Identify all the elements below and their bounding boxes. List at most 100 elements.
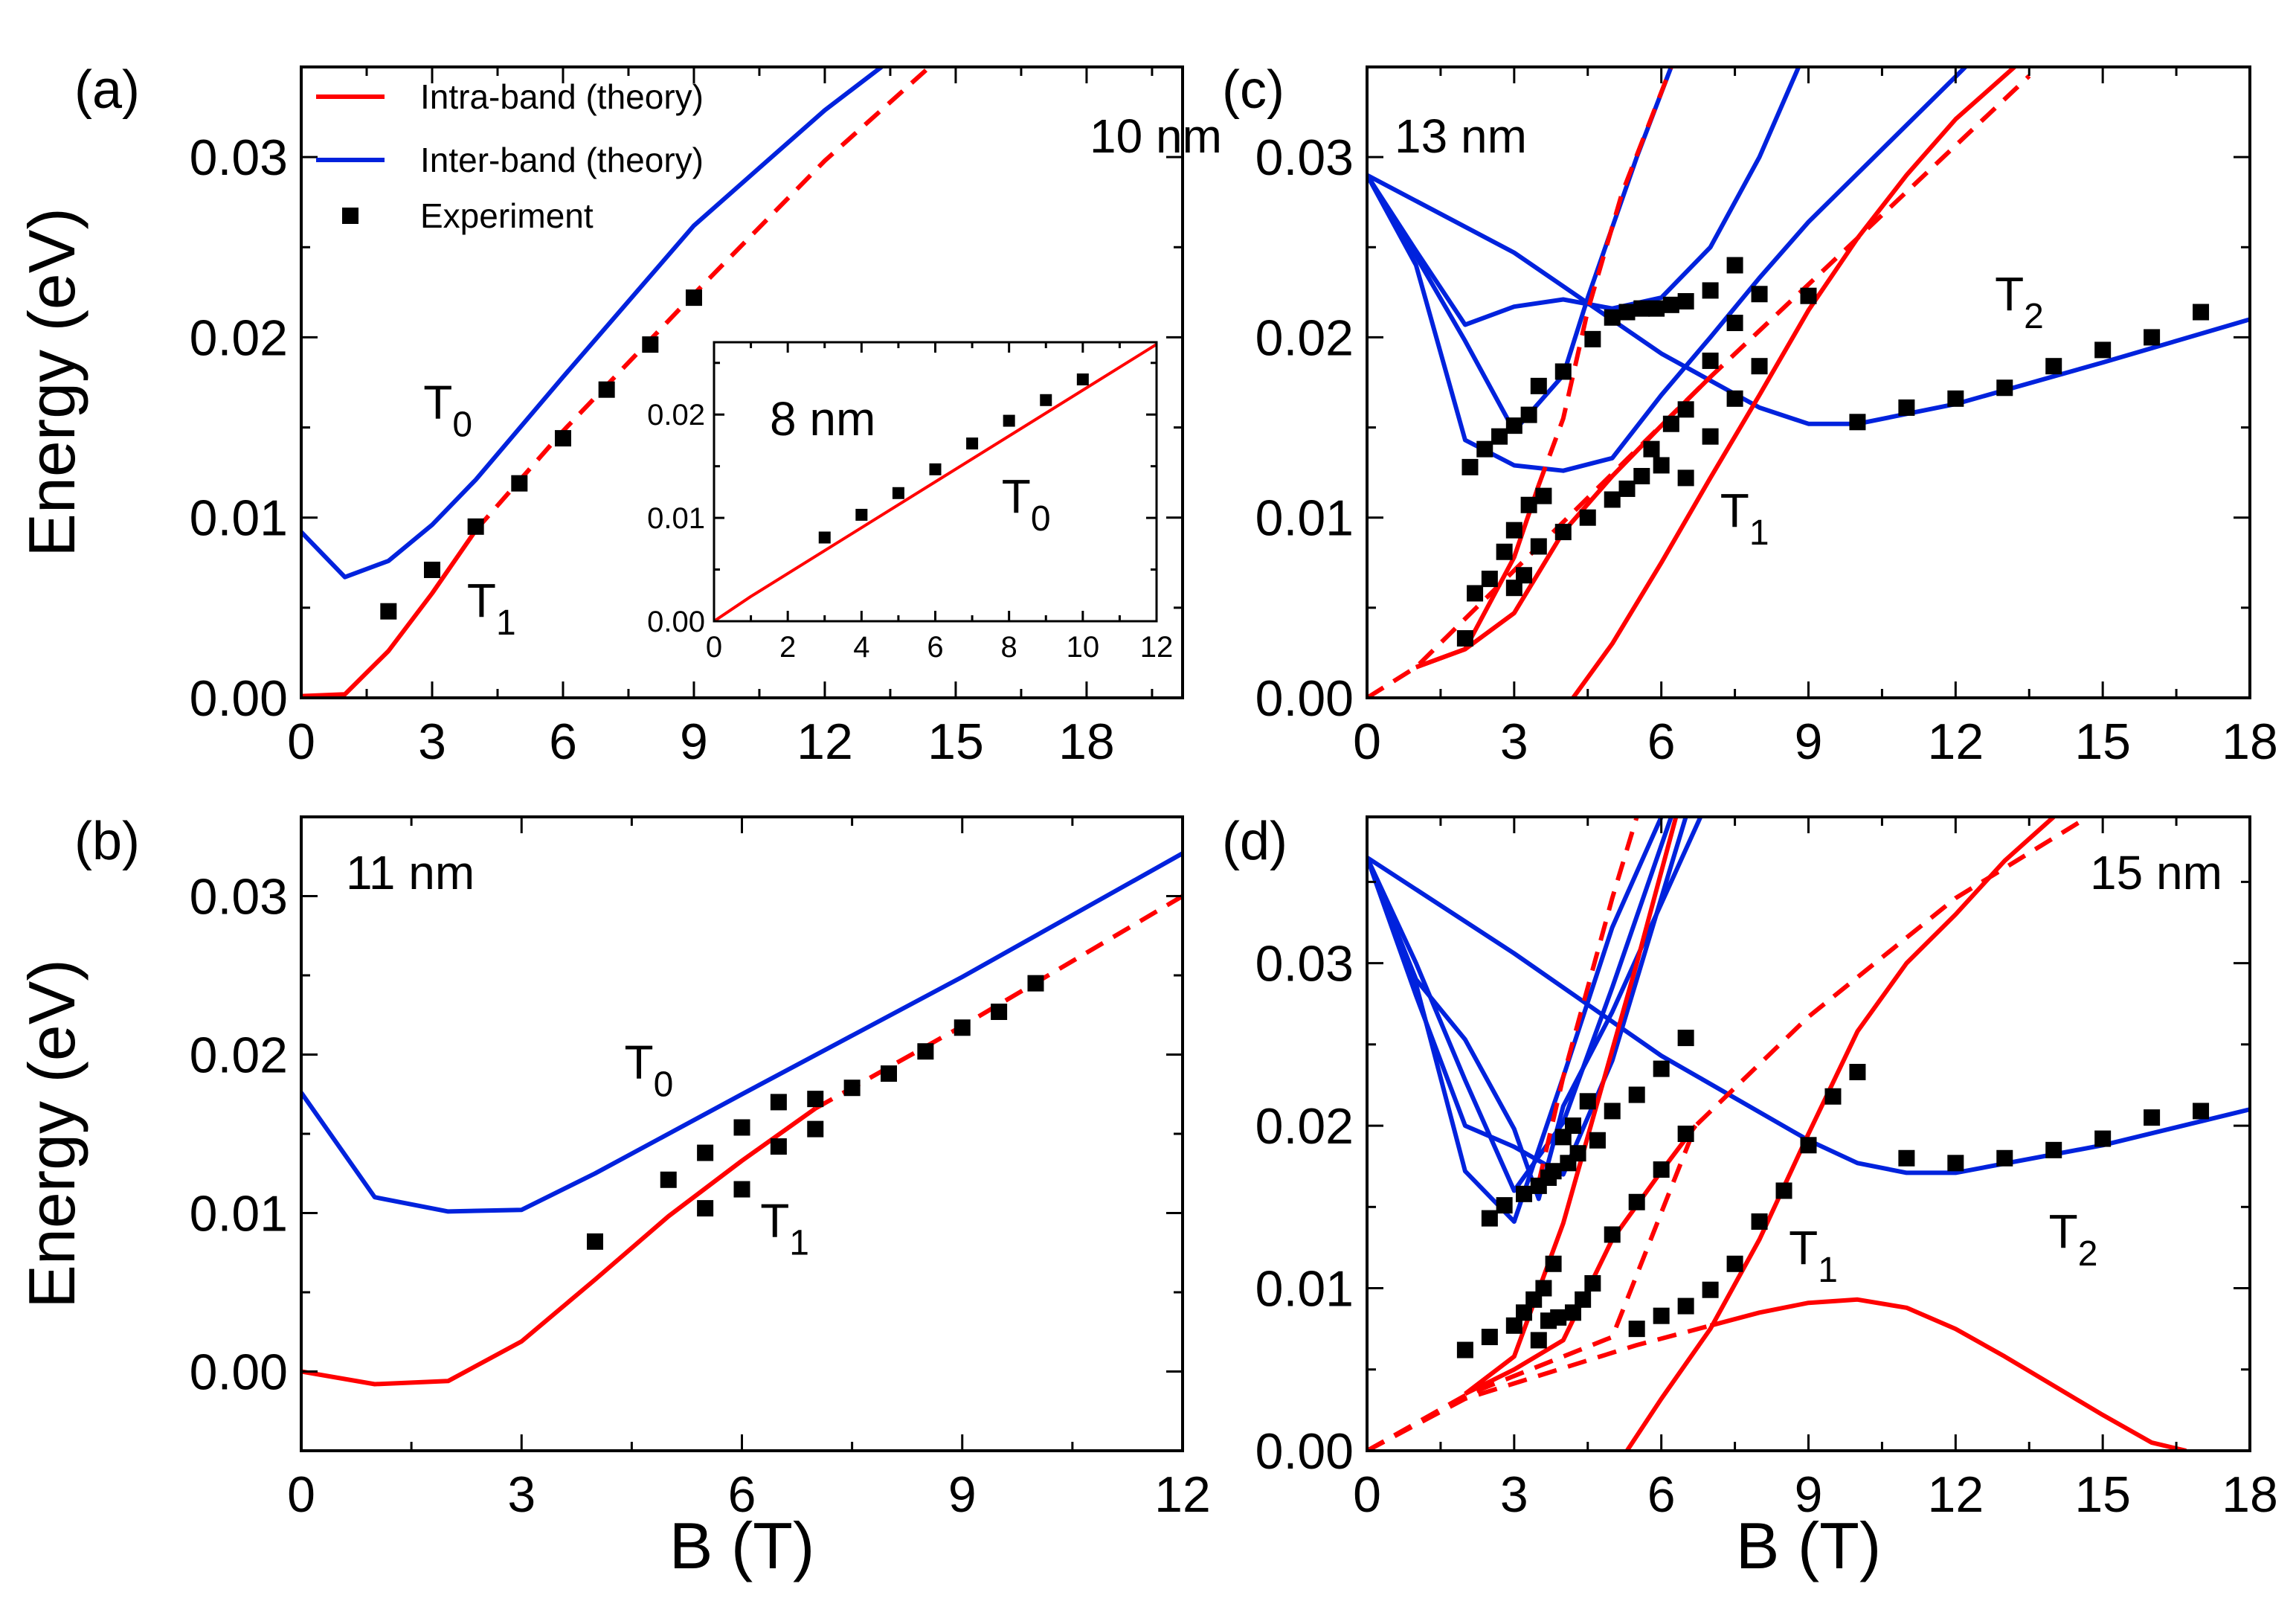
y-axis-title-a: Energy (eV) (15, 208, 89, 557)
c-experiment-point-49 (2144, 329, 2161, 346)
d-experiment-point-17 (1481, 1210, 1498, 1227)
c-experiment-point-16 (1554, 524, 1572, 541)
d-plot-area (1367, 817, 2250, 1451)
d-experiment-point-33 (1628, 1321, 1645, 1338)
c-experiment-point-20 (1633, 467, 1650, 484)
d-experiment-point-35 (1677, 1297, 1694, 1315)
c-experiment-point-48 (2094, 341, 2112, 359)
a-annotation-1: T1 (467, 574, 516, 643)
b-experiment-point-10 (843, 1080, 861, 1097)
c-experiment-point-14 (1520, 496, 1537, 513)
c-experiment-point-17 (1579, 509, 1596, 526)
b-experiment-point-2 (697, 1144, 714, 1161)
c-experiment-point-43 (1849, 414, 1866, 431)
d-intra-dashed-curve-7 (1367, 817, 2089, 1451)
c-experiment-point-28 (1662, 296, 1679, 313)
d-intra-curve-10 (1709, 1297, 2187, 1451)
a-ytick-label-3: 0.03 (190, 129, 288, 186)
c-intra-dashed-curve-5 (1536, 67, 1673, 487)
d-experiment-point-26 (1628, 1086, 1645, 1103)
c-experiment-point-1 (1467, 585, 1484, 602)
c-inter-curve-1 (1367, 67, 1967, 473)
d-experiment-point-3 (1516, 1304, 1533, 1321)
d-intra-curve-5 (1464, 817, 1679, 1396)
c-experiment-point-46 (1996, 379, 2013, 397)
c-experiment-point-41 (1800, 287, 1817, 304)
a-frame (300, 65, 1184, 699)
a-xtick-label-1: 3 (418, 713, 446, 770)
a-experiment-point-0 (380, 603, 397, 620)
a-xtick-label-3: 9 (680, 713, 708, 770)
a-ytick-label-0: 0.00 (190, 670, 288, 727)
panel-b: 0 3 6 9 12 0.00 0.01 0.02 0.03 T0 T1 (b) 11 nm Energy… (15, 812, 1211, 1582)
thickness-label-a: 10 nm (1090, 109, 1222, 163)
a-inset-experiment-point-1 (855, 508, 868, 521)
c-experiment-point-4 (1505, 580, 1522, 597)
b-experiment-point-15 (1027, 975, 1044, 992)
a-xtick-label-4: 12 (797, 713, 853, 770)
panel-label-a: (a) (74, 60, 140, 120)
b-experiment-point-1 (660, 1171, 677, 1188)
d-experiment-point-25 (1604, 1103, 1621, 1120)
a-experiment-point-3 (511, 475, 528, 492)
d-intra-dashed-curve-9 (1367, 1323, 1711, 1451)
inset-thickness-label: 8 nm (770, 392, 875, 446)
legend-item-1: Inter-band (theory) (316, 141, 704, 179)
d-ytick-label-1: 0.01 (1255, 1261, 1354, 1318)
a-intra-curve-1 (301, 528, 478, 698)
d-inter-curve-0 (1367, 817, 1664, 1224)
b-ytick-label-2: 0.02 (190, 1027, 288, 1084)
c-experiment-point-26 (1633, 300, 1650, 317)
c-xtick-label-6: 18 (2222, 713, 2278, 770)
c-experiment-point-21 (1653, 457, 1670, 474)
d-inter-curve-1 (1367, 817, 1673, 1193)
panel-label-b: (b) (74, 812, 140, 871)
d-experiment-point-43 (1898, 1149, 1915, 1167)
c-experiment-point-47 (2045, 358, 2062, 375)
a-inset-xtick-label-4: 8 (1001, 631, 1017, 664)
c-experiment-point-44 (1898, 399, 1915, 416)
c-experiment-point-30 (1702, 282, 1719, 299)
d-experiment-point-42 (1849, 1063, 1866, 1080)
d-xtick-label-6: 18 (2222, 1466, 2278, 1523)
d-experiment-point-36 (1702, 1281, 1719, 1298)
d-experiment-point-46 (2045, 1141, 2062, 1158)
c-plot-area (1367, 67, 2250, 698)
a-inset-xtick-label-5: 10 (1067, 631, 1100, 664)
a-inset-xtick-label-3: 6 (927, 631, 943, 664)
a-xtick-label-0: 0 (287, 713, 315, 770)
c-experiment-point-45 (1947, 390, 1964, 407)
a-inter-curve-0 (301, 67, 884, 580)
c-experiment-point-5 (1516, 567, 1533, 584)
b-intra-curve-1 (301, 1106, 817, 1387)
c-experiment-point-24 (1604, 309, 1621, 326)
a-inset-plot-area (714, 343, 1157, 621)
a-xtick-label-6: 18 (1058, 713, 1115, 770)
c-xtick-label-3: 9 (1795, 713, 1823, 770)
c-annotation-1: T2 (1995, 267, 2044, 336)
c-experiment-point-13 (1505, 522, 1522, 539)
a-inset-experiment-point-7 (1076, 373, 1089, 385)
panel-d: 0 3 6 9 12 15 18 0.00 0.01 0.02 0.03 T1 T2 (d) 15 nm B … (1222, 812, 2278, 1582)
d-experiment-point-38 (1751, 1213, 1768, 1230)
d-inter-curve-3 (1367, 817, 1703, 1202)
b-experiment-point-9 (807, 1120, 824, 1138)
b-annotation-1: T1 (760, 1193, 809, 1263)
c-experiment-point-19 (1618, 480, 1636, 497)
c-xtick-label-4: 12 (1928, 713, 1984, 770)
c-inter-curve-3 (1367, 173, 2250, 426)
b-ytick-label-1: 0.01 (190, 1186, 288, 1242)
d-experiment-point-47 (2094, 1130, 2112, 1147)
c-experiment-point-31 (1726, 257, 1743, 274)
b-experiment-point-14 (991, 1003, 1008, 1020)
d-annotation-0: T1 (1789, 1221, 1838, 1290)
c-experiment-point-22 (1554, 363, 1572, 380)
d-experiment-point-28 (1677, 1030, 1694, 1047)
c-experiment-point-11 (1520, 406, 1537, 423)
b-experiment-point-4 (733, 1119, 750, 1136)
a-experiment-point-2 (467, 518, 484, 535)
d-experiment-point-37 (1726, 1255, 1743, 1272)
a-inset-ytick-label-2: 0.02 (647, 399, 705, 432)
d-experiment-point-12 (1584, 1274, 1601, 1292)
b-experiment-point-11 (881, 1065, 897, 1082)
